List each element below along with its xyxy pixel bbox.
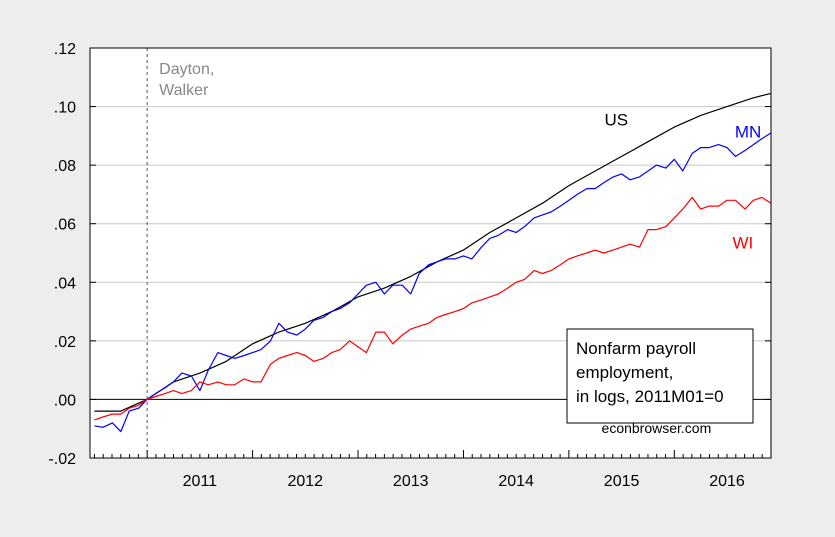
source-note: econbrowser.com xyxy=(602,420,712,436)
annotation-line: in logs, 2011M01=0 xyxy=(576,387,724,406)
series-line-mn xyxy=(94,132,772,433)
x-tick-label: 2016 xyxy=(709,473,745,490)
x-tick-label: 2011 xyxy=(183,473,218,490)
annotation-line: employment, xyxy=(576,363,673,382)
x-tick-label: 2013 xyxy=(393,473,429,490)
y-tick-label: .04 xyxy=(54,275,76,292)
y-tick-label: .02 xyxy=(54,334,76,351)
x-tick-label: 2015 xyxy=(604,473,640,490)
plot-frame xyxy=(89,47,772,459)
policy-marker: Dayton, Walker xyxy=(146,48,214,458)
x-tick-label: 2014 xyxy=(498,473,534,490)
vline-label: Walker xyxy=(159,82,209,99)
annotation-line: Nonfarm payroll xyxy=(576,339,696,358)
series-label-wi: WI xyxy=(732,234,753,253)
series-label-mn: MN xyxy=(735,122,761,141)
y-tick-label: .10 xyxy=(54,100,76,117)
axes: -.02 .00 .02 .04 .06 .08 .10 .12 2011 2012 2013 201… xyxy=(48,41,772,490)
annotation-box: Nonfarm payroll employment, in logs, 2011M… xyxy=(566,328,754,436)
series-labels: US MN WI xyxy=(605,111,762,253)
y-tick-label: .12 xyxy=(54,41,76,58)
series-lines xyxy=(94,92,772,433)
y-tick-label: .00 xyxy=(54,392,76,409)
y-tick-label: -.02 xyxy=(48,451,76,468)
series-label-us: US xyxy=(605,111,629,130)
y-tick-label: .08 xyxy=(54,158,76,175)
annotation-frame xyxy=(566,328,754,424)
y-tick-label: .06 xyxy=(54,217,76,234)
series-line-wi xyxy=(94,196,772,421)
x-tick-label: 2012 xyxy=(287,473,323,490)
vline-label: Dayton, xyxy=(159,61,214,78)
